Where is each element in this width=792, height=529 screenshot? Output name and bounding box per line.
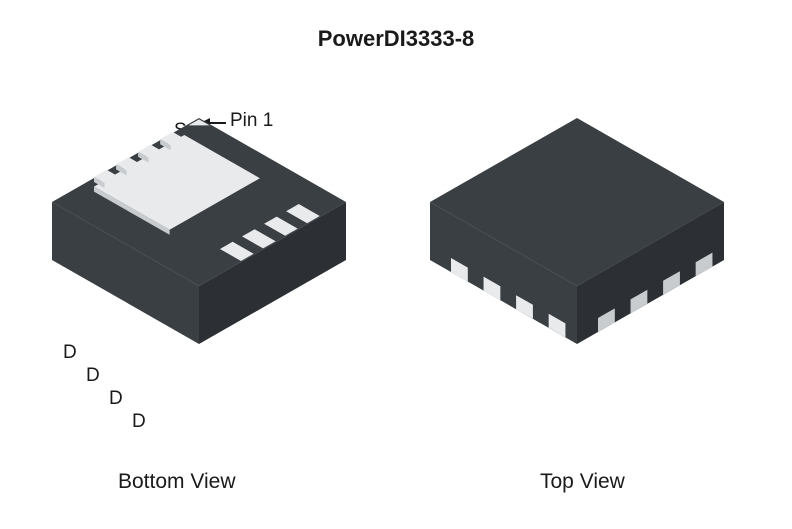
chip-top-view bbox=[400, 90, 760, 470]
page-title: PowerDI3333-8 bbox=[0, 26, 792, 52]
caption-bottom-view: Bottom View bbox=[118, 470, 236, 494]
chip-bottom-view bbox=[20, 90, 380, 470]
caption-top-view: Top View bbox=[540, 470, 625, 494]
